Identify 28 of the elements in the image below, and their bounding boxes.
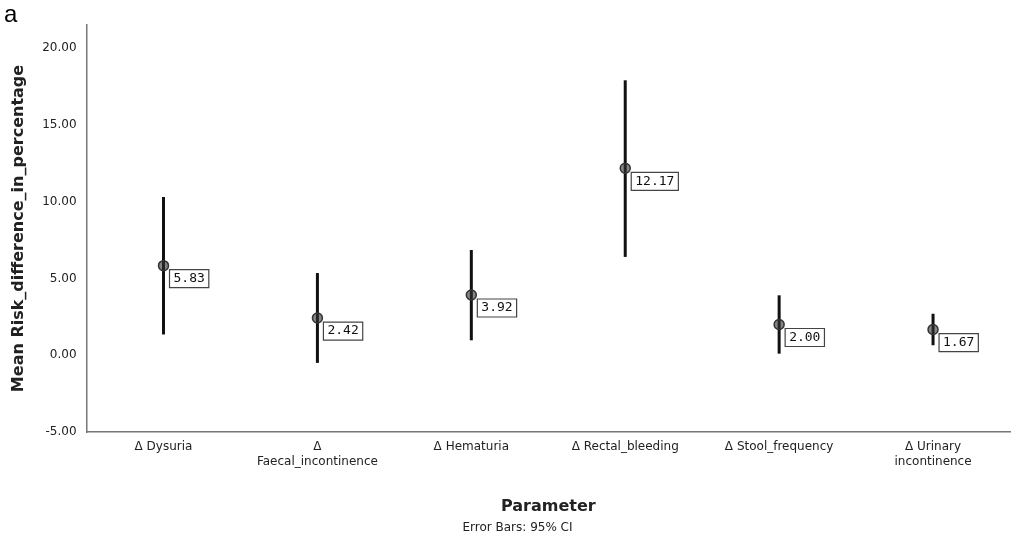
text: Error Bars: 95% CI — [461, 520, 574, 534]
data-label: 3.92 — [481, 299, 513, 315]
data-label: 5.83 — [173, 270, 205, 286]
y-tick-label: 5.00 — [49, 270, 77, 285]
point — [927, 323, 939, 336]
y-tick-label: 10.00 — [42, 193, 77, 208]
x-tick-label: Δ Urinary incontinence — [894, 439, 972, 468]
point — [773, 318, 785, 331]
point — [465, 289, 478, 301]
x-tick-label: Δ Rectal_bleeding — [571, 439, 679, 454]
data-label: 2.00 — [789, 328, 821, 344]
point — [157, 259, 170, 272]
data-label: 1.67 — [943, 333, 975, 349]
data-label: 12.17 — [635, 172, 675, 188]
point — [619, 162, 631, 175]
y-tick-label: -5.00 — [45, 424, 77, 439]
x-tick-label: Δ Dysuria — [134, 439, 193, 454]
point — [311, 312, 324, 324]
chart-title: a — [4, 0, 18, 28]
y-tick-label: 0.00 — [49, 347, 77, 362]
y-axis-title: Mean Risk_difference_in_percentage — [7, 64, 27, 393]
data-label: 2.42 — [327, 322, 359, 338]
x-tick-label: Δ Stool_frequency — [724, 439, 834, 454]
x-tick-label: Δ Faecal_incontinence — [256, 439, 378, 468]
x-tick-label: Δ Hematuria — [433, 439, 510, 454]
y-tick-label: 15.00 — [42, 116, 77, 131]
y-tick-label: 20.00 — [42, 40, 77, 55]
x-axis-title: Parameter — [500, 495, 596, 515]
